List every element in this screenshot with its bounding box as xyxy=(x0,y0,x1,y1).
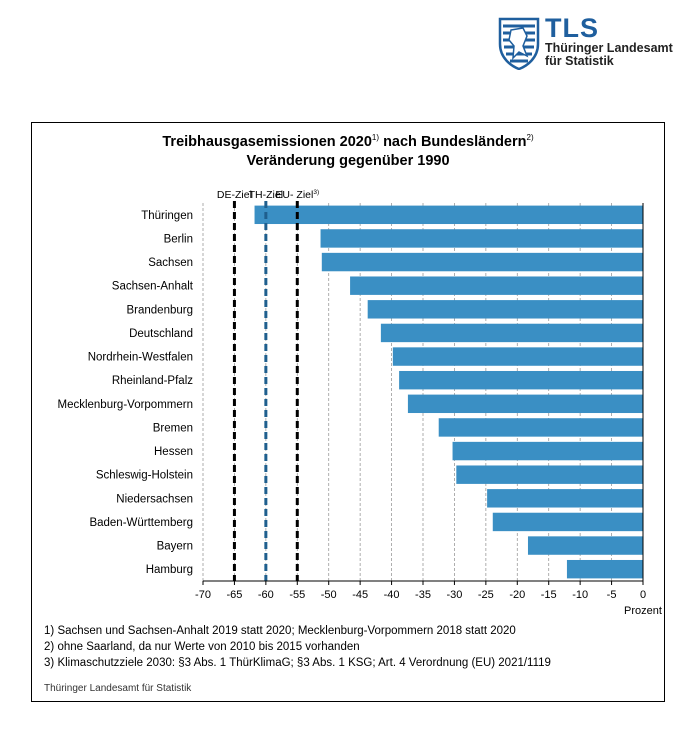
bar xyxy=(350,276,643,295)
title-footnote-2: 2) xyxy=(526,133,534,142)
bars xyxy=(254,205,644,579)
x-tick-label: -60 xyxy=(258,589,274,601)
category-label: Nordrhein-Westfalen xyxy=(88,352,193,364)
x-axis: -70 -65 -60 -55 -50 -45 -40 -35 -30 -25 -20 -15 -10-… xyxy=(195,203,662,617)
category-label: Bayern xyxy=(157,541,193,553)
reference-label: DE-Ziel xyxy=(217,189,252,201)
footnote-1-text: Sachsen und Sachsen-Anhalt 2019 statt 20… xyxy=(57,625,516,637)
bar xyxy=(527,536,643,555)
x-tick-label: -20 xyxy=(509,589,525,601)
source-note: Thüringer Landesamt für Statistik xyxy=(44,683,192,694)
category-label: Hamburg xyxy=(146,564,193,576)
reference-label: TH-Ziel xyxy=(249,189,283,201)
logo-line-1: Thüringer Landesamt xyxy=(545,41,673,55)
bar xyxy=(492,512,643,532)
x-tick-label: -10 xyxy=(572,589,588,601)
bar xyxy=(456,465,643,484)
x-tick-label: -45 xyxy=(352,589,368,601)
bar xyxy=(392,347,643,366)
reference-label: EU- Ziel3) xyxy=(275,189,319,201)
category-label: Baden-Württemberg xyxy=(89,517,193,529)
footnote-1-num: 1) xyxy=(44,625,55,637)
footnote-3: 3) Klimaschutzziele 2030: §3 Abs. 1 Thür… xyxy=(44,657,551,669)
bar xyxy=(367,300,643,319)
category-label: Niedersachsen xyxy=(116,493,193,505)
category-label: Thüringen xyxy=(141,210,193,222)
bar xyxy=(321,252,643,272)
category-label: Hessen xyxy=(154,446,193,458)
footnote-2: 2) ohne Saarland, da nur Werte von 2010 … xyxy=(44,641,360,653)
category-label: Deutschland xyxy=(129,328,193,340)
x-tick-label: -35 xyxy=(415,589,431,601)
bar xyxy=(452,441,643,461)
x-tick-label: 0 xyxy=(640,589,646,601)
category-label: Mecklenburg-Vorpommern xyxy=(57,399,193,411)
tls-logo: TLS Thüringer Landesamt für Statistik xyxy=(497,14,687,74)
chart-subtitle: Veränderung gegenüber 1990 xyxy=(246,153,450,169)
x-tick-label: -5 xyxy=(607,589,617,601)
title-footnote-1: 1) xyxy=(371,133,380,142)
bar xyxy=(407,394,643,414)
logo-abbr: TLS xyxy=(545,13,599,43)
bar xyxy=(566,559,643,579)
x-tick-label: -15 xyxy=(541,589,557,601)
bar xyxy=(487,489,643,508)
bar xyxy=(380,323,643,343)
footnote-1: 1) Sachsen und Sachsen-Anhalt 2019 statt… xyxy=(44,625,516,637)
footnote-2-num: 2) xyxy=(44,641,55,653)
bar xyxy=(399,370,643,390)
category-label: Rheinland-Pfalz xyxy=(112,375,193,387)
category-label: Sachsen-Anhalt xyxy=(112,281,194,293)
category-label: Schleswig-Holstein xyxy=(96,470,193,482)
logo-text: TLS Thüringer Landesamt für Statistik xyxy=(545,14,673,68)
x-tick-label: -40 xyxy=(384,589,400,601)
x-tick-label: -65 xyxy=(226,589,242,601)
coat-of-arms-icon xyxy=(498,17,540,70)
chart-frame: Treibhausgasemissionen 20201) nach Bunde… xyxy=(31,122,665,702)
title-text: Treibhausgasemissionen 2020 xyxy=(162,133,372,150)
bar xyxy=(438,418,643,437)
chart-title: Treibhausgasemissionen 20201) nach Bunde… xyxy=(32,133,664,150)
bar xyxy=(320,229,643,248)
bar xyxy=(254,205,644,225)
x-tick-label: -25 xyxy=(478,589,494,601)
category-label: Bremen xyxy=(153,422,193,434)
x-axis-label: Prozent xyxy=(624,605,662,617)
x-tick-label: -55 xyxy=(289,589,305,601)
x-tick-label: -50 xyxy=(321,589,337,601)
category-label: Sachsen xyxy=(148,257,193,269)
x-tick-label: -70 xyxy=(195,589,211,601)
logo-line-2: für Statistik xyxy=(545,54,614,68)
footnote-2-text: ohne Saarland, da nur Werte von 2010 bis… xyxy=(57,641,360,653)
x-tick-label: -30 xyxy=(446,589,462,601)
category-label: Brandenburg xyxy=(127,304,194,316)
title-text-mid: nach Bundesländern xyxy=(379,133,527,150)
category-labels: Thüringen Berlin Sachsen Sachsen-Anhalt Bran… xyxy=(57,210,193,576)
footnote-3-text: Klimaschutzziele 2030: §3 Abs. 1 ThürKli… xyxy=(57,657,551,669)
category-label: Berlin xyxy=(164,233,193,245)
footnote-3-num: 3) xyxy=(44,657,55,669)
